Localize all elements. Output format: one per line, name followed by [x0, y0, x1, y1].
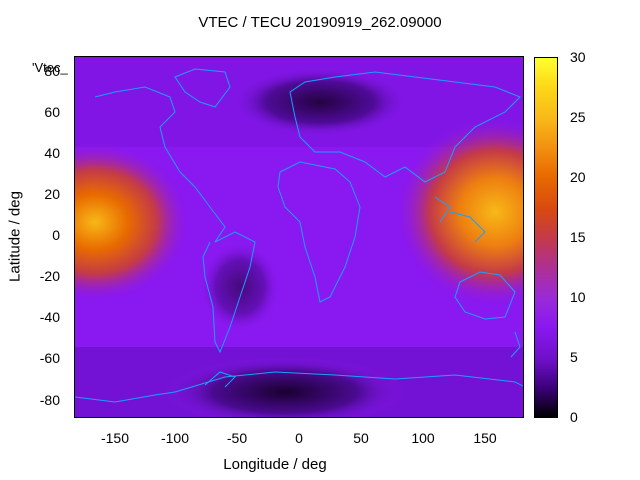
hot-spot-east — [395, 117, 523, 307]
colorbar-tick: 10 — [570, 289, 586, 305]
y-tick: 80 — [44, 63, 60, 79]
y-tick: 20 — [44, 186, 60, 202]
vtec-heatmap — [75, 57, 523, 417]
chart-title: VTEC / TECU 20190919_262.09000 — [198, 14, 442, 31]
y-tick: -60 — [39, 350, 60, 366]
coastlines — [75, 68, 523, 403]
colorbar-tick: 0 — [570, 409, 578, 425]
x-tick: -100 — [160, 430, 190, 446]
y-tick: 60 — [44, 104, 60, 120]
hot-spot-west — [75, 142, 190, 302]
colorbar-tick: 30 — [570, 49, 586, 65]
y-tick: 0 — [52, 227, 60, 243]
y-axis-label: Latitude / deg — [6, 191, 24, 282]
y-tick: 40 — [44, 145, 60, 161]
colorbar-tick: 25 — [570, 109, 586, 125]
x-tick: 150 — [473, 430, 497, 446]
map-area — [74, 56, 524, 418]
x-tick: 0 — [295, 430, 303, 446]
x-axis-label: Longitude / deg — [223, 456, 327, 473]
colorbar-tick: 5 — [570, 349, 578, 365]
y-tick: -20 — [39, 268, 60, 284]
y-tick: -80 — [39, 392, 60, 408]
series-label: 'Vtec_ — [32, 60, 68, 75]
colorbar — [534, 57, 558, 418]
x-tick: 100 — [411, 430, 435, 446]
colorbar-tick: 20 — [570, 169, 586, 185]
x-tick: 50 — [353, 430, 369, 446]
x-tick: -150 — [100, 430, 130, 446]
colorbar-tick: 15 — [570, 229, 586, 245]
y-tick: -40 — [39, 309, 60, 325]
x-tick: -50 — [226, 430, 248, 446]
